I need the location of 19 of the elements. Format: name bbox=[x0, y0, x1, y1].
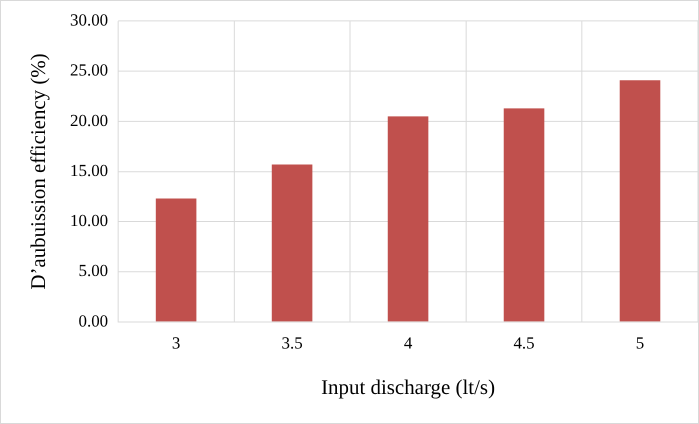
x-tick-label: 4 bbox=[404, 333, 413, 352]
y-tick-label: 5.00 bbox=[78, 261, 108, 280]
x-tick-label: 3.5 bbox=[281, 333, 303, 352]
y-tick-label: 0.00 bbox=[78, 311, 108, 330]
y-tick-label: 15.00 bbox=[70, 160, 108, 180]
x-tick-label: 4.5 bbox=[513, 333, 535, 352]
x-tick-label: 5 bbox=[636, 333, 644, 352]
x-tick-label: 3 bbox=[172, 333, 180, 352]
bar bbox=[156, 198, 196, 322]
bar bbox=[272, 164, 312, 322]
y-tick-label: 30.00 bbox=[70, 10, 108, 30]
x-axis-title: Input discharge (lt/s) bbox=[321, 375, 496, 400]
bar bbox=[504, 108, 544, 322]
y-tick-label: 25.00 bbox=[70, 60, 108, 80]
y-tick-label: 20.00 bbox=[70, 110, 108, 130]
bar bbox=[388, 116, 428, 322]
y-axis-title: D’aubuission efficiency (%) bbox=[26, 53, 50, 290]
y-tick-label: 10.00 bbox=[70, 211, 108, 230]
bar bbox=[620, 80, 660, 322]
